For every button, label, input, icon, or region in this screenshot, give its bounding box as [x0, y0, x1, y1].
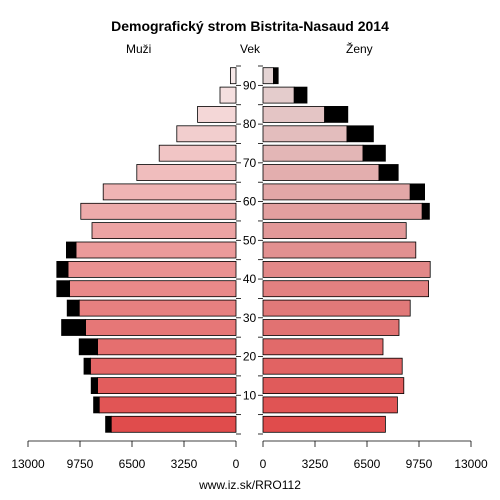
male-excess-bar-25-29: [61, 319, 86, 336]
x-tick-label-left: 9750: [67, 457, 94, 471]
female-bar-35-39: [262, 280, 430, 298]
female-excess-bar-90-94: [272, 67, 279, 85]
female-bar-15-19: [262, 357, 403, 375]
female-bar-30-34: [262, 299, 411, 317]
male-bar-55-59: [80, 202, 237, 220]
x-tick-label-left: 13000: [11, 457, 45, 471]
male-bar-60-64: [102, 183, 237, 201]
male-bar-90-94: [229, 67, 237, 85]
x-tick-label-left: 3250: [171, 457, 198, 471]
male-bar-10-14: [97, 377, 237, 395]
female-bar-85-89: [262, 86, 295, 104]
male-bar-35-39: [69, 280, 237, 298]
female-bar-25-29: [262, 319, 400, 336]
age-label-10: 10: [243, 388, 257, 402]
male-excess-bar-5-9: [93, 396, 100, 414]
female-bar-60-64: [262, 183, 411, 201]
chart-title: Demografický strom Bistrita-Nasaud 2014: [111, 18, 389, 34]
female-bar-10-14: [262, 377, 405, 395]
age-label-80: 80: [243, 117, 257, 131]
x-tick-label-left: 0: [233, 457, 240, 471]
female-excess-bar-80-84: [324, 106, 349, 123]
male-bar-75-79: [176, 125, 237, 143]
age-label-90: 90: [243, 78, 257, 92]
male-bar-0-4: [110, 415, 237, 433]
male-excess-bar-0-4: [105, 415, 112, 433]
female-bar-45-49: [262, 241, 417, 259]
female-bar-65-69: [262, 164, 380, 181]
male-excess-bar-40-44: [56, 260, 69, 278]
male-excess-bar-15-19: [83, 357, 91, 375]
age-label-30: 30: [243, 311, 257, 325]
female-bar-70-74: [262, 144, 364, 162]
male-bar-25-29: [85, 319, 237, 336]
female-excess-bar-70-74: [362, 144, 386, 162]
female-bar-40-44: [262, 260, 431, 278]
male-bar-65-69: [136, 164, 237, 181]
female-bar-50-54: [262, 222, 407, 240]
age-header: Vek: [240, 42, 261, 56]
female-bar-75-79: [262, 125, 348, 143]
age-label-20: 20: [243, 350, 257, 364]
male-bar-50-54: [91, 222, 237, 240]
male-bar-45-49: [75, 241, 237, 259]
female-bar-55-59: [262, 202, 423, 220]
x-tick-label-right: 0: [260, 457, 267, 471]
male-excess-bar-10-14: [90, 377, 98, 395]
male-bar-70-74: [158, 144, 237, 162]
source-footer: www.iz.sk/RRO112: [199, 478, 301, 492]
male-bar-15-19: [90, 357, 237, 375]
female-bar-90-94: [262, 67, 274, 85]
female-excess-bar-65-69: [378, 164, 399, 181]
female-excess-bar-85-89: [293, 86, 308, 104]
male-bar-40-44: [67, 260, 237, 278]
female-bar-5-9: [262, 396, 398, 414]
age-label-70: 70: [243, 156, 257, 170]
male-excess-bar-45-49: [66, 241, 77, 259]
female-bar-80-84: [262, 106, 325, 123]
female-excess-bar-60-64: [409, 183, 426, 201]
male-excess-bar-35-39: [56, 280, 70, 298]
age-label-50: 50: [243, 233, 257, 247]
male-bar-30-34: [78, 299, 237, 317]
x-tick-label-right: 13000: [454, 457, 488, 471]
age-label-40: 40: [243, 272, 257, 286]
male-excess-bar-30-34: [66, 299, 80, 317]
male-bar-20-24: [97, 338, 237, 356]
female-bar-20-24: [262, 338, 384, 356]
male-header: Muži: [126, 42, 152, 56]
female-header: Ženy: [346, 42, 373, 56]
x-tick-label-right: 6500: [354, 457, 381, 471]
x-tick-label-right: 9750: [406, 457, 433, 471]
x-tick-label-right: 3250: [302, 457, 329, 471]
male-bar-85-89: [219, 86, 237, 104]
male-bar-5-9: [98, 396, 237, 414]
x-tick-label-left: 6500: [119, 457, 146, 471]
female-excess-bar-55-59: [421, 202, 430, 220]
female-bar-0-4: [262, 415, 386, 433]
male-bar-80-84: [197, 106, 237, 123]
female-excess-bar-75-79: [346, 125, 374, 143]
male-excess-bar-20-24: [78, 338, 98, 356]
age-label-60: 60: [243, 195, 257, 209]
